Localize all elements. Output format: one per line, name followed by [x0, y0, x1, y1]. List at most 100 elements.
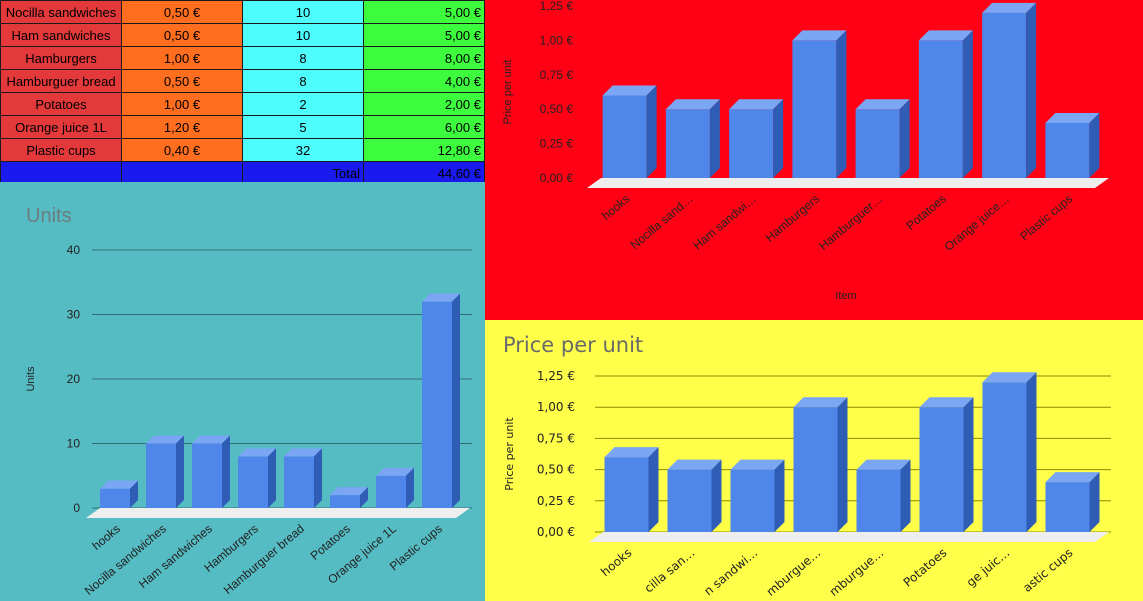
bar-side: [963, 397, 974, 532]
bar-top: [238, 448, 276, 457]
total-label-cell[interactable]: Total: [242, 161, 364, 185]
empty-cell[interactable]: [0, 161, 122, 185]
total-cell[interactable]: 2,00 €: [363, 92, 485, 116]
bar-side: [837, 397, 848, 532]
bar: [665, 109, 710, 178]
price-per-item-chart: 0,00 € 0,25 € 0,50 € 0,75 € 1,00 € 1,25 € hook…: [502, 0, 1109, 302]
item-cell[interactable]: Orange juice 1L: [0, 115, 122, 139]
bar-top: [667, 459, 722, 470]
total-cell[interactable]: 5,00 €: [363, 0, 485, 24]
y-tick-label: 0,75 €: [540, 68, 574, 82]
price-cell[interactable]: 1,00 €: [121, 46, 243, 70]
item-cell[interactable]: Hamburgers: [0, 46, 122, 70]
y-tick-label: 0: [73, 501, 80, 515]
x-tick-label: Nocilla sandwiches: [82, 522, 169, 598]
price-cell[interactable]: 0,50 €: [121, 69, 243, 93]
bar-side: [176, 435, 184, 508]
bar: [919, 407, 964, 532]
price-cell[interactable]: 0,40 €: [121, 138, 243, 162]
total-row: Total 44,60 €: [0, 161, 485, 185]
units-cell[interactable]: 2: [242, 92, 364, 116]
bar: [604, 457, 649, 532]
x-tick-label: astic cups: [1020, 546, 1075, 595]
item-cell[interactable]: Ham sandwiches: [0, 23, 122, 47]
y-tick-label: 20: [67, 372, 81, 386]
price-cell[interactable]: 1,20 €: [121, 115, 243, 139]
bar: [856, 469, 901, 532]
x-tick-label: Plastic cups: [1017, 192, 1075, 244]
y-tick-label: 1,00 €: [540, 33, 574, 47]
bar: [238, 456, 268, 508]
total-cell[interactable]: 4,00 €: [363, 69, 485, 93]
grand-total-cell[interactable]: 44,60 €: [363, 161, 485, 185]
price-per-item-chart-panel[interactable]: 0,00 € 0,25 € 0,50 € 0,75 € 1,00 € 1,25 € hook…: [485, 0, 1143, 320]
price-cell[interactable]: 0,50 €: [121, 0, 243, 24]
x-tick-label: hooks: [598, 546, 634, 580]
units-cell[interactable]: 8: [242, 46, 364, 70]
bar: [192, 443, 222, 508]
bar: [792, 40, 837, 179]
units-cell[interactable]: 5: [242, 115, 364, 139]
units-chart-panel[interactable]: Units 0 10 20 30 40 hooks Nocilla sandwiches Ham…: [0, 182, 485, 601]
bar-top: [665, 99, 720, 110]
x-tick-label: ge juic…: [964, 546, 1013, 590]
chart-title: Price per unit: [503, 333, 643, 357]
chart-title: Units: [26, 205, 72, 227]
x-tick-label: Hamburguer…: [816, 192, 885, 253]
item-cell[interactable]: Hamburguer bread: [0, 69, 122, 93]
price-cell[interactable]: 0,50 €: [121, 23, 243, 47]
units-cell[interactable]: 10: [242, 0, 364, 24]
units-cell[interactable]: 10: [242, 23, 364, 47]
bar-side: [773, 99, 784, 178]
y-tick-label: 1,25 €: [540, 0, 574, 13]
y-tick-label: 0,50 €: [537, 463, 575, 477]
bar: [1045, 122, 1090, 178]
y-tick-label: 1,25 €: [537, 369, 575, 383]
total-cell[interactable]: 5,00 €: [363, 23, 485, 47]
bar-top: [793, 397, 848, 408]
bar: [982, 382, 1027, 532]
bar-top: [856, 459, 911, 470]
bar-top: [919, 397, 974, 408]
price-per-unit-chart-panel[interactable]: Price per unit 0,00 € 0,25 € 0,50 € 0,75 € 1,…: [485, 320, 1143, 601]
bar: [667, 469, 712, 532]
bar-side: [1089, 112, 1100, 178]
y-tick-label: 0,25 €: [537, 494, 575, 508]
chart-floor: [86, 508, 470, 518]
x-tick-label: mburgue…: [827, 546, 887, 599]
x-tick-label: Potatoes: [904, 192, 949, 233]
bar-side: [452, 293, 460, 508]
bar: [330, 495, 360, 508]
bar-side: [130, 480, 138, 508]
table-row: Hamburgers 1,00 € 8 8,00 €: [0, 46, 485, 70]
bar-top: [602, 85, 657, 96]
bar-top: [792, 30, 847, 41]
x-tick-label: cilla san…: [642, 546, 698, 596]
x-tick-label: Hamburguer bread: [221, 522, 307, 597]
bar: [422, 301, 452, 508]
units-cell[interactable]: 8: [242, 69, 364, 93]
bar-top: [982, 372, 1037, 383]
x-tick-label: Nocilla sand…: [628, 192, 696, 252]
item-cell[interactable]: Nocilla sandwiches: [0, 0, 122, 24]
total-cell[interactable]: 8,00 €: [363, 46, 485, 70]
units-cell[interactable]: 32: [242, 138, 364, 162]
price-cell[interactable]: 1,00 €: [121, 92, 243, 116]
total-cell[interactable]: 12,80 €: [363, 138, 485, 162]
bar: [376, 475, 406, 508]
bar-top: [982, 2, 1037, 13]
y-axis-label: Price per unit: [503, 417, 516, 491]
total-cell[interactable]: 6,00 €: [363, 115, 485, 139]
bar-top: [918, 30, 973, 41]
table-row: Potatoes 1,00 € 2 2,00 €: [0, 92, 485, 116]
bar-side: [900, 459, 911, 532]
item-cell[interactable]: Plastic cups: [0, 138, 122, 162]
x-axis-label: Item: [835, 290, 856, 302]
bar-side: [836, 30, 847, 179]
table-row: Hamburguer bread 0,50 € 8 4,00 €: [0, 69, 485, 93]
bar: [982, 12, 1027, 178]
bar-top: [100, 480, 138, 489]
item-cell[interactable]: Potatoes: [0, 92, 122, 116]
y-tick-label: 30: [67, 308, 81, 322]
